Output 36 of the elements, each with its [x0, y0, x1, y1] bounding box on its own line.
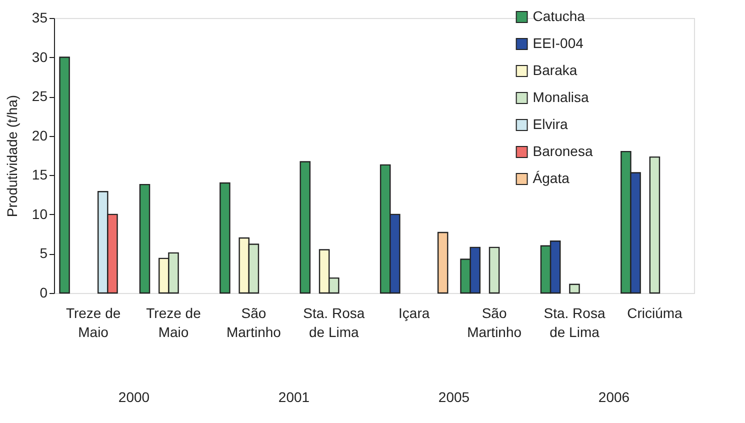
y-tick-label: 20: [32, 127, 48, 144]
bar: [437, 232, 448, 294]
bar: [220, 182, 230, 294]
bar: [569, 284, 580, 294]
legend-label: Monalisa: [532, 89, 590, 105]
bar: [649, 156, 660, 294]
x-tick-label: São Martinho: [467, 305, 522, 340]
legend-label: EEI-004: [532, 35, 584, 51]
legend-label: Ágata: [532, 170, 570, 186]
y-tick-label: 25: [32, 88, 48, 104]
y-axis-title: Produtividade (t/ha): [4, 94, 20, 218]
x-tick-label: Içara: [398, 305, 430, 321]
x-tick-label: São Martinho: [226, 305, 282, 340]
text: 2001: [278, 389, 310, 405]
bar: [139, 184, 150, 294]
legend-label: Elvira: [532, 116, 568, 132]
y-tick-label: 10: [32, 206, 48, 222]
x-tick-label: Treze de Maio: [66, 305, 121, 340]
x-tick-label: Sta. Rosa de Lima: [303, 305, 365, 340]
y-tick-label: 5: [40, 245, 48, 262]
bar: [300, 161, 311, 294]
y-tick-label: 35: [32, 10, 48, 26]
x-tick-label: Sta. Rosa de Lima: [544, 305, 606, 340]
y-tick-label: 0: [40, 284, 48, 300]
x-tick-label: Treze de Maio: [146, 305, 202, 340]
legend-label: Baraka: [532, 62, 578, 78]
bar: [59, 56, 70, 294]
legend-label: Baronesa: [532, 143, 593, 159]
legend-label: Catucha: [532, 8, 586, 24]
text: 2005: [438, 389, 470, 405]
y-tick-label: 15: [32, 166, 48, 183]
bar: [488, 246, 500, 294]
y-tick-label: 30: [32, 48, 48, 65]
text: 2000: [118, 389, 150, 405]
text: 2006: [598, 389, 630, 405]
x-tick-label: Criciúma: [627, 305, 683, 321]
